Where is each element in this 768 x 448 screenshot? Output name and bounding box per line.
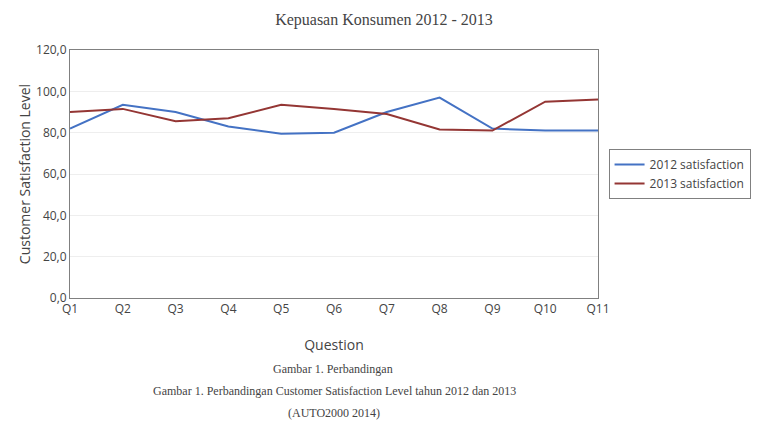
svg-text:60,0: 60,0 [43, 165, 67, 182]
svg-text:Q10: Q10 [534, 300, 557, 317]
svg-text:Q2: Q2 [115, 300, 131, 317]
svg-text:Q7: Q7 [379, 300, 395, 317]
svg-text:2012 satisfaction: 2012 satisfaction [650, 156, 744, 173]
svg-text:Gambar 1. Perbandingan Custome: Gambar 1. Perbandingan Customer Satisfac… [153, 384, 516, 398]
svg-text:Q9: Q9 [484, 300, 500, 317]
svg-text:Q6: Q6 [326, 300, 342, 317]
svg-text:Customer Satisfaction Level: Customer Satisfaction Level [15, 84, 34, 264]
svg-text:Q1: Q1 [62, 300, 78, 317]
svg-text:Q3: Q3 [167, 300, 183, 317]
svg-text:Q5: Q5 [273, 300, 289, 317]
svg-text:0,0: 0,0 [50, 289, 67, 306]
svg-text:Q11: Q11 [586, 300, 609, 317]
svg-text:Q8: Q8 [431, 300, 447, 317]
svg-text:80,0: 80,0 [43, 124, 67, 141]
svg-text:Question: Question [304, 335, 364, 354]
svg-text:Q4: Q4 [220, 300, 236, 317]
svg-text:100,0: 100,0 [36, 83, 67, 100]
svg-text:Kepuasan Konsumen 2012 - 2013: Kepuasan Konsumen 2012 - 2013 [275, 11, 493, 29]
svg-text:(AUTO2000 2014): (AUTO2000 2014) [288, 406, 380, 420]
svg-text:120,0: 120,0 [36, 41, 67, 58]
svg-text:40,0: 40,0 [43, 207, 67, 224]
svg-text:2013 satisfaction: 2013 satisfaction [650, 175, 744, 192]
svg-text:Gambar 1. Perbandingan: Gambar 1. Perbandingan [273, 362, 396, 376]
svg-text:20,0: 20,0 [43, 248, 67, 265]
